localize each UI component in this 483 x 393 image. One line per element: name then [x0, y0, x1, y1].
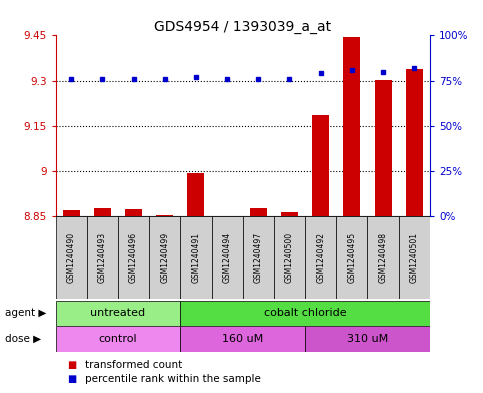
FancyBboxPatch shape	[212, 216, 242, 299]
Bar	[312, 115, 329, 216]
Text: 160 uM: 160 uM	[222, 334, 263, 344]
FancyBboxPatch shape	[56, 301, 180, 326]
Bar	[343, 37, 360, 216]
Text: GSM1240493: GSM1240493	[98, 232, 107, 283]
Text: transformed count: transformed count	[85, 360, 182, 371]
Text: GSM1240492: GSM1240492	[316, 232, 325, 283]
Bar	[125, 209, 142, 216]
FancyBboxPatch shape	[149, 216, 180, 299]
Text: GSM1240491: GSM1240491	[191, 232, 200, 283]
Text: GSM1240496: GSM1240496	[129, 232, 138, 283]
FancyBboxPatch shape	[87, 216, 118, 299]
FancyBboxPatch shape	[305, 326, 430, 352]
Text: control: control	[99, 334, 137, 344]
FancyBboxPatch shape	[180, 326, 305, 352]
Text: agent ▶: agent ▶	[5, 309, 46, 318]
FancyBboxPatch shape	[274, 216, 305, 299]
Text: GSM1240494: GSM1240494	[223, 232, 232, 283]
Text: GSM1240495: GSM1240495	[347, 232, 356, 283]
FancyBboxPatch shape	[398, 216, 430, 299]
Bar	[63, 210, 80, 216]
Text: GSM1240490: GSM1240490	[67, 232, 76, 283]
Text: ■: ■	[68, 360, 77, 371]
Title: GDS4954 / 1393039_a_at: GDS4954 / 1393039_a_at	[154, 20, 331, 34]
Text: GSM1240500: GSM1240500	[285, 232, 294, 283]
Text: ■: ■	[68, 374, 77, 384]
Bar	[374, 80, 392, 216]
FancyBboxPatch shape	[180, 216, 212, 299]
FancyBboxPatch shape	[56, 326, 180, 352]
Bar	[94, 208, 111, 216]
FancyBboxPatch shape	[242, 216, 274, 299]
FancyBboxPatch shape	[56, 216, 87, 299]
FancyBboxPatch shape	[305, 216, 336, 299]
Bar	[187, 173, 204, 216]
Text: GSM1240499: GSM1240499	[160, 232, 169, 283]
Bar	[281, 212, 298, 216]
FancyBboxPatch shape	[336, 216, 368, 299]
Text: dose ▶: dose ▶	[5, 334, 41, 344]
Text: GSM1240498: GSM1240498	[379, 232, 387, 283]
Text: cobalt chloride: cobalt chloride	[264, 309, 346, 318]
Text: percentile rank within the sample: percentile rank within the sample	[85, 374, 260, 384]
Text: GSM1240497: GSM1240497	[254, 232, 263, 283]
Bar	[156, 215, 173, 216]
FancyBboxPatch shape	[180, 301, 430, 326]
Text: GSM1240501: GSM1240501	[410, 232, 419, 283]
FancyBboxPatch shape	[368, 216, 398, 299]
FancyBboxPatch shape	[118, 216, 149, 299]
Text: untreated: untreated	[90, 309, 145, 318]
Bar	[250, 208, 267, 216]
Bar	[406, 69, 423, 216]
Text: 310 uM: 310 uM	[347, 334, 388, 344]
